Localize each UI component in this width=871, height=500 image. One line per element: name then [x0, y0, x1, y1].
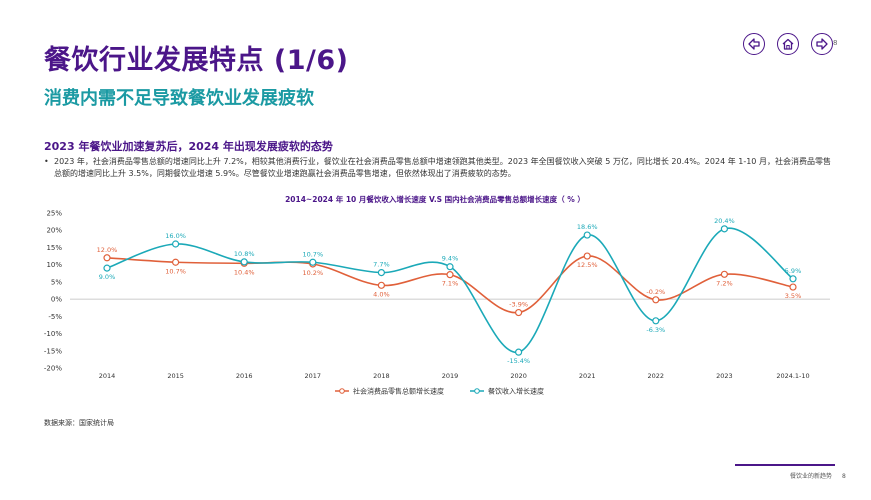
catering-data-label: 10.7% [302, 250, 323, 258]
x-tick-label: 2020 [510, 372, 527, 380]
home-button[interactable] [777, 33, 799, 55]
series-line-retail [106, 255, 794, 314]
catering-data-label: -6.3% [646, 326, 665, 334]
catering-data-label: 16.0% [165, 232, 186, 240]
catering-point [172, 240, 180, 248]
retail-point [103, 254, 111, 262]
data-source: 数据来源：国家统计局 [44, 419, 114, 427]
retail-data-label: 4.0% [373, 290, 390, 298]
x-tick-label: 2021 [579, 372, 596, 380]
y-tick-label: -15% [44, 347, 62, 355]
legend-label-catering: 餐饮收入增长速度 [488, 387, 544, 396]
y-tick-label: -5% [48, 313, 62, 321]
y-tick-label: 5% [51, 278, 62, 286]
y-tick-label: 15% [46, 244, 62, 252]
line-chart: 2014~2024 年 10 月餐饮收入增长速度 V.S 国内社会消费品零售总额… [44, 194, 830, 396]
bullet-content: 2023 年，社会消费品零售总额的增速同比上升 7.2%，相较其他消费行业，餐饮… [54, 157, 831, 178]
x-tick-label: 2024.1-10 [776, 372, 809, 380]
footer-page-number: 8 [842, 473, 846, 480]
catering-data-label: 10.8% [234, 250, 255, 258]
x-tick-label: 2017 [305, 372, 322, 380]
y-tick-label: 25% [46, 210, 62, 218]
y-tick-label: 0% [51, 296, 62, 304]
chart-title: 2014~2024 年 10 月餐饮收入增长速度 V.S 国内社会消费品零售总额… [285, 194, 585, 204]
prev-arrow-icon [748, 38, 760, 50]
catering-data-label: 20.4% [714, 217, 735, 225]
x-tick-label: 2014 [99, 372, 116, 380]
retail-data-label: -0.2% [646, 288, 665, 296]
catering-point [514, 348, 523, 356]
retail-point [789, 283, 797, 291]
retail-point [514, 308, 523, 317]
chart-axis-layer: 25% 20% 15% 10% 5% 0% -5% -10% -15% -20% 2014 2015 2… [44, 210, 830, 380]
retail-data-label: 7.2% [716, 279, 733, 287]
x-tick-label: 2016 [236, 372, 253, 380]
x-tick-label: 2018 [373, 372, 390, 380]
retail-data-label: 10.2% [302, 269, 323, 277]
chart-series-layer: 12.0% 10.7% 10.4% 10.2% 4.0% 7.1% -3.9% 12.5% -0… [97, 217, 802, 365]
x-tick-label: 2022 [648, 372, 665, 380]
catering-point [103, 264, 111, 272]
retail-data-label: 7.1% [442, 280, 459, 288]
retail-data-label: 12.5% [577, 261, 598, 269]
y-tick-label: -10% [44, 330, 62, 338]
bullet-text: • 2023 年，社会消费品零售总额的增速同比上升 7.2%，相较其他消费行业，… [44, 156, 834, 180]
retail-point [652, 296, 660, 304]
legend-label-retail: 社会消费品零售总额增长速度 [353, 387, 444, 396]
retail-point [446, 271, 454, 279]
navigation-bar [743, 33, 833, 55]
catering-point [240, 258, 248, 266]
catering-data-label: 7.7% [373, 261, 390, 269]
catering-point [583, 231, 591, 239]
bullet-dot: • [44, 157, 49, 166]
y-tick-label: 20% [46, 227, 62, 235]
catering-point [720, 225, 729, 233]
series-line-catering [106, 227, 794, 353]
catering-data-label: 9.0% [99, 273, 116, 281]
catering-point [789, 275, 797, 283]
retail-point [172, 258, 180, 266]
footer: 餐饮业的新趋势 8 [780, 471, 846, 480]
catering-data-label: -15.4% [507, 357, 530, 365]
retail-data-label: 10.7% [165, 267, 186, 275]
retail-data-label: 3.5% [785, 292, 802, 300]
chart-legend: 社会消费品零售总额增长速度 餐饮收入增长速度 [335, 387, 544, 396]
retail-point [583, 252, 591, 260]
catering-data-label: 5.9% [785, 267, 802, 275]
catering-point [446, 263, 454, 271]
legend-marker [474, 388, 480, 394]
y-tick-label: 10% [46, 261, 62, 269]
catering-data-label: 9.4% [442, 255, 459, 263]
retail-data-label: -3.9% [509, 301, 528, 309]
x-tick-label: 2019 [442, 372, 459, 380]
page-number: 8 [833, 39, 838, 47]
retail-point [720, 270, 729, 278]
retail-data-label: 10.4% [234, 268, 255, 276]
catering-point [652, 317, 660, 325]
next-arrow-icon [816, 38, 828, 50]
footer-divider [735, 464, 835, 466]
x-tick-label: 2023 [716, 372, 733, 380]
page-subtitle: 消费内需不足导致餐饮业发展疲软 [44, 88, 314, 109]
catering-data-label: 18.6% [577, 223, 598, 231]
page-title: 餐饮行业发展特点 (1/6) [44, 45, 349, 76]
home-icon [782, 38, 794, 50]
catering-point [377, 268, 385, 277]
retail-point [377, 281, 385, 289]
footer-label: 餐饮业的新趋势 [790, 473, 833, 480]
legend-marker [339, 388, 345, 394]
x-tick-label: 2015 [167, 372, 184, 380]
y-tick-label: -20% [44, 365, 62, 373]
retail-data-label: 12.0% [97, 246, 118, 254]
catering-point [309, 258, 317, 266]
next-button[interactable] [811, 33, 833, 55]
section-heading: 2023 年餐饮业加速复苏后，2024 年出现发展疲软的态势 [44, 140, 333, 153]
prev-button[interactable] [743, 33, 765, 55]
